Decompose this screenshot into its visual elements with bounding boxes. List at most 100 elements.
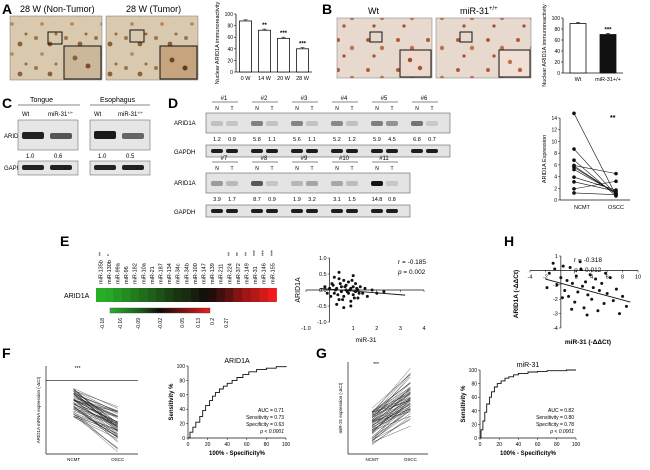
case-label: #2 (261, 96, 268, 102)
gapdh-band (426, 149, 438, 153)
x-tick-label: 20 W (277, 76, 291, 82)
significance-marker: *** (270, 250, 276, 256)
case-label: #5 (381, 96, 388, 102)
significance-marker: *** (604, 27, 612, 33)
panel-b-bar-chart: 0 20 40 60 80 100 Wt *** miR-31+/+ Nuclear ARID1A… (542, 4, 623, 87)
paired-line (371, 408, 411, 422)
band-intensity-value: 0.9 (228, 137, 236, 143)
y-tick-label: -0.5 (317, 304, 326, 310)
ncmt-point (572, 147, 576, 151)
panel-c-lane-wt-1: Wt (22, 112, 30, 118)
y-axis-label: Nuclear ARID1A immunoreactivity (215, 1, 221, 84)
scatter-point (336, 293, 340, 297)
paired-line (573, 159, 617, 197)
scatter-point (614, 287, 618, 291)
significance-marker: ** (262, 23, 267, 29)
y-tick-label: 0 (230, 70, 233, 76)
paired-line (371, 393, 411, 412)
y-tick-label: 80 (554, 27, 560, 33)
mirna-label: miR-139 (210, 263, 216, 284)
lane-label-n: N (215, 166, 219, 172)
lane-label-t: T (230, 106, 233, 112)
paired-line (73, 402, 118, 443)
blot-band (346, 181, 358, 186)
lane-label-t: T (350, 106, 353, 112)
panel-b-ihc-image-left (336, 17, 433, 79)
scatter-point (551, 261, 555, 265)
panel-a-left-image-title: 28 W (Non-Tumor) (20, 4, 95, 14)
scatter-point (579, 267, 583, 271)
gapdh-band (386, 209, 398, 213)
y-tick-label: -2 (553, 297, 558, 303)
x-tick-label: 20 (205, 442, 211, 448)
mirna-label: miR-146 (262, 263, 268, 284)
row-label-gapdh: GAPDH (174, 150, 195, 156)
blot-membrane-arid1a (205, 112, 451, 134)
paired-line (371, 407, 411, 431)
x-tick-label: Wt (575, 77, 582, 83)
heatmap-cell (121, 288, 131, 302)
heatmap-cell (113, 288, 123, 302)
lane-label-t: T (310, 166, 313, 172)
x-axis-label: 100% - Specificity% (209, 451, 266, 457)
paired-line (73, 393, 118, 428)
lane-label-n: N (295, 106, 299, 112)
mirna-label: miR-134 (167, 263, 173, 284)
band-intensity-value: 3.9 (213, 197, 221, 203)
panel-a-right-image-title: 28 W (Tumor) (126, 4, 181, 14)
x-tick-label: 80 (264, 442, 270, 448)
scatter-point (357, 291, 361, 295)
scatter-point (325, 291, 329, 295)
heatmap-cell (242, 288, 252, 302)
heatmap-cell (207, 288, 217, 302)
lane-label-t: T (310, 106, 313, 112)
x-tick-label: 3 (399, 326, 402, 332)
case-label: #4 (341, 96, 348, 102)
auc-value: AUC = 0.71 (258, 408, 284, 414)
gapdh-band (291, 149, 303, 153)
row-label-gapdh: GAPDH (174, 210, 195, 216)
gapdh-band (411, 149, 423, 153)
blot-band (346, 121, 358, 126)
paired-line (73, 388, 118, 429)
y-tick-label: 40 (471, 409, 477, 415)
heatmap-cell (199, 288, 209, 302)
paired-line (573, 181, 617, 192)
heatmap-cell (130, 288, 140, 302)
paired-line (73, 407, 118, 438)
x-tick-label: 60 (244, 442, 250, 448)
x-tick-label: 0 (187, 442, 190, 448)
y-tick-label: 40 (179, 407, 185, 413)
scatter-point (342, 278, 346, 282)
row-label-arid1a: ARID1A (174, 181, 196, 187)
mirna-label: miR-34c (176, 263, 182, 284)
band-intensity-value: 1.2 (213, 137, 221, 143)
panel-g-paired-plot: *** NCMT OSCC miR-31 expression (-ΔCt) (338, 362, 428, 462)
y-tick-label: 0.5 (319, 272, 327, 278)
x-tick-label: 4 (422, 326, 425, 332)
scatter-point (356, 296, 360, 300)
significance-marker: *** (373, 362, 379, 368)
y-tick-label: 1.0 (319, 256, 327, 262)
y-axis-label: ARID1A Expression (542, 135, 548, 183)
y-tick-label: -4 (553, 326, 558, 332)
gapdh-band (346, 149, 358, 153)
y-tick-label: 20 (554, 60, 560, 66)
scatter-point (568, 266, 572, 270)
y-tick-label: 60 (471, 395, 477, 401)
blot-band (386, 121, 398, 126)
panel-c-lane-mir-2: miR-31+/+ (118, 110, 144, 118)
y-tick-label: 0 (474, 436, 477, 442)
panel-label-e: E (60, 233, 69, 249)
blot-band (411, 121, 423, 126)
blot-membrane-gapdh (205, 144, 451, 158)
row-label-arid1a: ARID1A (174, 121, 196, 127)
y-axis-label: Nuclear ARID1A immunoreactivity (542, 4, 548, 87)
paired-line (73, 393, 118, 412)
scatter-point (341, 298, 345, 302)
x-tick-label: 60 (535, 442, 541, 448)
band-intensity-value: 4.5 (388, 137, 396, 143)
oscc-point (614, 189, 618, 194)
scatter-point (580, 284, 584, 288)
